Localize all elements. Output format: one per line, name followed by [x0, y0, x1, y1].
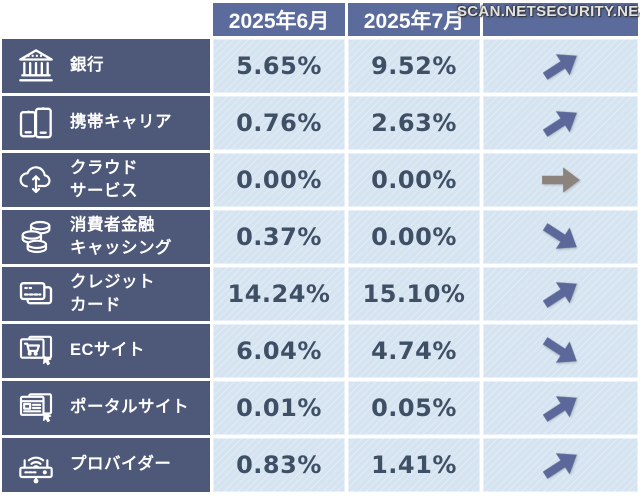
trend-up-arrow-credit-card	[483, 267, 638, 321]
row-label-line: サービス	[70, 182, 138, 200]
value-june-consumer-finance: 0.37%	[213, 210, 345, 264]
row-label-credit-card: クレジット カード	[2, 267, 210, 321]
row-label-text: プロバイダー	[70, 453, 171, 476]
row-label-line: クレジット	[70, 272, 155, 291]
row-label-line: 携帯キャリア	[70, 113, 172, 132]
row-label-line: 銀行	[70, 56, 104, 75]
watermark: SCAN.NETSECURITY.NE.JP	[457, 3, 640, 20]
trend-up-arrow-provider	[483, 438, 638, 492]
trend-flat-arrow-cloud-service	[483, 153, 638, 207]
row-label-ec-site: ECサイト	[2, 324, 210, 378]
value-july-consumer-finance: 0.00%	[348, 210, 480, 264]
row-label-text: クラウド サービス	[70, 157, 138, 203]
row-label-line: カード	[70, 296, 121, 314]
value-july-portal-site: 0.05%	[348, 381, 480, 435]
row-label-line: ECサイト	[70, 341, 145, 360]
bank-icon	[13, 46, 59, 86]
trend-up-arrow-bank	[483, 39, 638, 93]
row-label-provider: プロバイダー	[2, 438, 210, 492]
row-label-line: クラウド	[70, 158, 138, 177]
row-label-line: キャッシング	[70, 239, 172, 257]
mobile-carrier-icon	[13, 103, 59, 143]
column-header-july: 2025年7月	[348, 3, 480, 36]
column-header-trend	[483, 3, 638, 36]
row-label-text: ECサイト	[70, 339, 145, 362]
rates-table: 2025年6月 2025年7月 銀行 5.65% 9.52% 携帯キャリア 0.76% 2…	[2, 3, 638, 492]
portal-site-icon	[13, 388, 59, 428]
ec-site-icon	[13, 331, 59, 371]
value-july-ec-site: 4.74%	[348, 324, 480, 378]
coins-icon	[13, 217, 59, 257]
value-june-cloud-service: 0.00%	[213, 153, 345, 207]
value-june-ec-site: 6.04%	[213, 324, 345, 378]
router-icon	[13, 445, 59, 485]
row-label-line: 消費者金融	[70, 215, 155, 234]
value-june-provider: 0.83%	[213, 438, 345, 492]
value-june-mobile-carrier: 0.76%	[213, 96, 345, 150]
row-label-line: ポータルサイト	[70, 398, 189, 417]
trend-down-arrow-consumer-finance	[483, 210, 638, 264]
column-header-june: 2025年6月	[213, 3, 345, 36]
row-label-text: クレジット カード	[70, 271, 155, 317]
value-july-provider: 1.41%	[348, 438, 480, 492]
row-label-cloud-service: クラウド サービス	[2, 153, 210, 207]
value-july-bank: 9.52%	[348, 39, 480, 93]
value-july-credit-card: 15.10%	[348, 267, 480, 321]
value-june-bank: 5.65%	[213, 39, 345, 93]
value-june-credit-card: 14.24%	[213, 267, 345, 321]
trend-up-arrow-portal-site	[483, 381, 638, 435]
row-label-mobile-carrier: 携帯キャリア	[2, 96, 210, 150]
row-label-text: ポータルサイト	[70, 396, 189, 419]
value-june-portal-site: 0.01%	[213, 381, 345, 435]
trend-up-arrow-mobile-carrier	[483, 96, 638, 150]
row-label-text: 携帯キャリア	[70, 111, 172, 134]
row-label-portal-site: ポータルサイト	[2, 381, 210, 435]
row-label-text: 銀行	[70, 54, 104, 77]
value-july-cloud-service: 0.00%	[348, 153, 480, 207]
value-july-mobile-carrier: 2.63%	[348, 96, 480, 150]
row-label-line: プロバイダー	[70, 455, 172, 474]
row-label-text: 消費者金融キャッシング	[70, 214, 172, 260]
credit-card-icon	[13, 274, 59, 314]
corner-spacer	[2, 3, 210, 36]
row-label-bank: 銀行	[2, 39, 210, 93]
trend-down-arrow-ec-site	[483, 324, 638, 378]
cloud-service-icon	[13, 160, 59, 200]
row-label-consumer-finance: 消費者金融キャッシング	[2, 210, 210, 264]
